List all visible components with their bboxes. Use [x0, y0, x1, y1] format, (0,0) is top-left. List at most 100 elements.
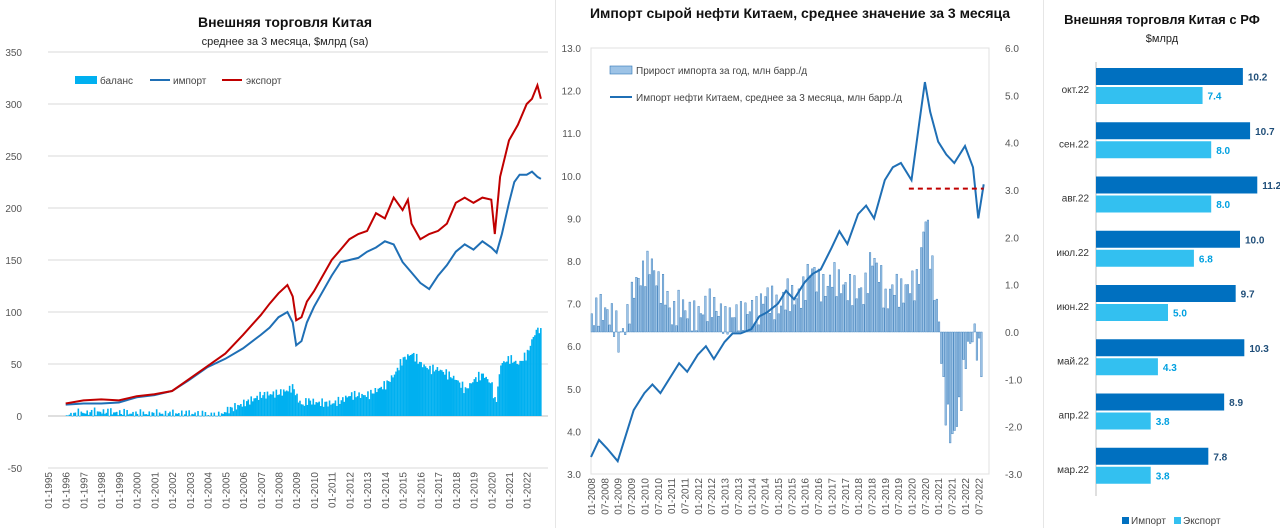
balance-bar — [528, 350, 530, 416]
balance-bar — [133, 416, 136, 417]
balance-bar — [240, 404, 242, 416]
growth-bar — [644, 286, 647, 333]
growth-bar — [949, 331, 952, 444]
growth-bar — [762, 303, 765, 333]
growth-bar — [806, 264, 809, 333]
balance-bar — [405, 359, 408, 416]
y-right-tick-label: 3.0 — [1005, 186, 1019, 197]
growth-bar — [889, 288, 892, 333]
balance-bar — [185, 410, 188, 416]
x-tick-label: 01-2018 — [854, 478, 865, 515]
growth-bar — [835, 296, 838, 333]
balance-bar — [361, 393, 363, 416]
balance-bar — [373, 393, 375, 416]
balance-bar — [526, 349, 529, 416]
y-tick-label: -50 — [8, 464, 23, 475]
balance-bar — [206, 415, 208, 417]
growth-bar — [606, 309, 609, 333]
growth-bar — [958, 331, 961, 398]
x-tick-label: 01-2021 — [505, 472, 516, 509]
balance-bar — [139, 409, 142, 416]
balance-bar — [324, 401, 326, 416]
growth-bar — [902, 302, 905, 333]
growth-bar — [795, 298, 798, 333]
balance-bar — [157, 416, 159, 417]
growth-bar — [920, 247, 923, 333]
growth-bar — [926, 219, 929, 333]
balance-bar — [73, 412, 75, 416]
import-value-label: 9.7 — [1241, 290, 1255, 301]
balance-bar — [418, 361, 421, 416]
import-bar — [1096, 393, 1225, 411]
growth-bar — [590, 313, 593, 333]
growth-bar — [650, 258, 653, 333]
balance-bar — [316, 402, 319, 416]
x-tick-label: 07-2018 — [867, 478, 878, 515]
balance-bar — [333, 403, 335, 416]
y-right-tick-label: -1.0 — [1005, 375, 1023, 386]
growth-bar — [973, 323, 976, 333]
balance-bar — [438, 371, 440, 416]
growth-bar — [713, 297, 716, 333]
balance-bar — [350, 392, 353, 416]
balance-bar — [401, 365, 403, 416]
growth-bar — [766, 287, 769, 333]
balance-bar — [135, 411, 137, 416]
balance-bar — [439, 369, 442, 416]
balance-bar — [291, 384, 294, 416]
balance-bar — [76, 416, 78, 417]
growth-bar — [840, 293, 843, 333]
x-tick-label: 01-1999 — [115, 472, 126, 509]
import-bar — [1096, 285, 1236, 302]
x-tick-label: 07-2017 — [841, 478, 852, 515]
growth-bar — [693, 300, 696, 333]
balance-bar — [529, 345, 532, 416]
legend-label-export: экспорт — [246, 76, 282, 87]
export-bar — [1096, 304, 1168, 321]
balance-bar — [537, 327, 539, 416]
balance-bar — [107, 408, 109, 416]
growth-bar — [864, 272, 867, 333]
balance-bar — [235, 409, 238, 416]
balance-bar — [534, 335, 536, 416]
growth-bar — [728, 307, 731, 333]
balance-bar — [330, 404, 332, 416]
growth-bar — [964, 331, 967, 369]
balance-bar — [353, 390, 356, 416]
balance-bar — [90, 409, 93, 416]
balance-bar — [232, 411, 235, 416]
balance-bar — [287, 391, 289, 416]
balance-bar — [346, 397, 349, 416]
growth-bar — [980, 331, 983, 378]
growth-bar — [946, 331, 949, 405]
x-tick-label: 01-2008 — [587, 478, 598, 515]
growth-bar — [824, 296, 827, 333]
balance-bar — [70, 412, 72, 416]
growth-bar — [659, 302, 662, 333]
balance-bar — [427, 369, 430, 416]
y-right-tick-label: 5.0 — [1005, 91, 1019, 102]
import-bar — [1096, 230, 1240, 248]
balance-bar — [113, 412, 115, 416]
category-label: июл.22 — [1056, 248, 1089, 259]
y-right-tick-label: 4.0 — [1005, 139, 1019, 150]
balance-bar — [118, 410, 121, 416]
growth-bar — [882, 307, 885, 333]
x-tick-label: 01-2010 — [310, 472, 321, 509]
balance-bar — [436, 367, 439, 416]
x-tick-label: 01-2007 — [257, 472, 268, 509]
growth-bar — [817, 268, 820, 333]
balance-bar — [191, 413, 193, 416]
import-bar — [1096, 68, 1243, 85]
balance-bar — [182, 416, 185, 417]
balance-bar — [371, 393, 374, 416]
balance-bar — [266, 391, 269, 416]
balance-bar — [251, 401, 254, 416]
y-left-tick-label: 9.0 — [567, 214, 581, 225]
balance-bar — [81, 412, 84, 416]
balance-bar — [241, 406, 244, 416]
balance-bar — [121, 414, 124, 416]
balance-bar — [464, 387, 467, 416]
growth-bar — [962, 331, 965, 360]
legend-swatch-balance — [75, 76, 97, 84]
